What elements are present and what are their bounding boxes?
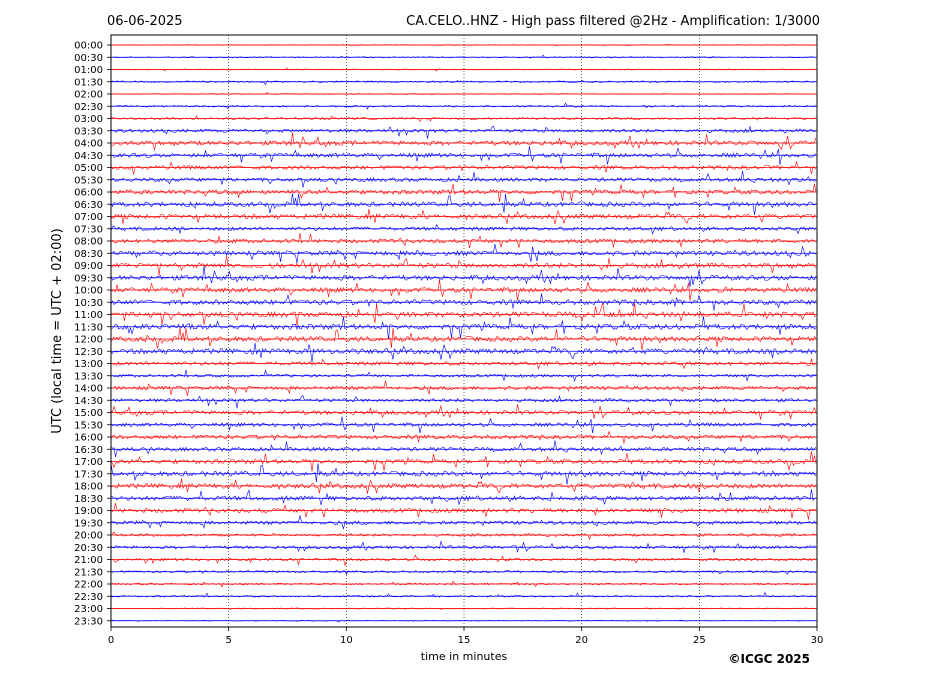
row-label: 05:00 xyxy=(74,163,103,174)
row-label: 01:30 xyxy=(74,77,103,88)
row-label: 14:30 xyxy=(74,396,103,407)
row-label: 02:00 xyxy=(74,90,103,101)
row-label: 21:30 xyxy=(74,567,103,578)
copyright-label: ©ICGC 2025 xyxy=(728,652,810,666)
time-axis: 0 5 10 15 20 25 30 xyxy=(108,627,824,646)
x-tick-label: 15 xyxy=(458,635,471,646)
row-label: 08:00 xyxy=(74,237,103,248)
row-label: 13:00 xyxy=(74,359,103,370)
row-label: 02:30 xyxy=(74,102,103,113)
row-label: 16:00 xyxy=(74,433,103,444)
row-label: 03:00 xyxy=(74,114,103,125)
row-label: 16:30 xyxy=(74,445,103,456)
row-label: 15:00 xyxy=(74,408,103,419)
trace-line xyxy=(110,541,817,554)
row-label: 19:00 xyxy=(74,506,103,517)
grid-lines xyxy=(228,35,700,627)
row-label: 10:30 xyxy=(74,298,103,309)
row-label: 10:00 xyxy=(74,286,103,297)
row-label: 21:00 xyxy=(74,555,103,566)
x-tick-label: 25 xyxy=(693,635,706,646)
row-label: 23:00 xyxy=(74,604,103,615)
row-label: 04:30 xyxy=(74,151,103,162)
row-label: 00:00 xyxy=(74,41,103,52)
row-label: 19:30 xyxy=(74,518,103,529)
row-label: 07:00 xyxy=(74,212,103,223)
trace-line xyxy=(110,515,817,530)
trace-line xyxy=(110,265,817,287)
row-label: 22:00 xyxy=(74,580,103,591)
row-label: 12:30 xyxy=(74,347,103,358)
x-tick-label: 10 xyxy=(340,635,353,646)
trace-line xyxy=(110,463,817,485)
row-label: 15:30 xyxy=(74,420,103,431)
trace-line xyxy=(110,404,817,420)
row-label: 20:30 xyxy=(74,543,103,554)
row-label: 06:00 xyxy=(74,188,103,199)
row-label: 09:30 xyxy=(74,273,103,284)
trace-line xyxy=(110,358,817,370)
plot-frame xyxy=(110,34,818,628)
row-label: 17:30 xyxy=(74,469,103,480)
trace-line xyxy=(110,531,817,540)
x-tick-label: 5 xyxy=(225,635,231,646)
trace-line xyxy=(110,224,817,235)
row-label: 11:00 xyxy=(74,310,103,321)
trace-line xyxy=(110,125,817,139)
trace-line xyxy=(110,316,817,340)
row-label: 20:00 xyxy=(74,531,103,542)
row-label: 07:30 xyxy=(74,224,103,235)
trace-line xyxy=(110,554,817,567)
row-label: 00:30 xyxy=(74,53,103,64)
row-label: 12:00 xyxy=(74,335,103,346)
x-axis-label: time in minutes xyxy=(421,650,508,663)
y-axis-label: UTC (local time = UTC + 02:00) xyxy=(50,228,65,433)
trace-line xyxy=(110,395,817,409)
x-tick-label: 20 xyxy=(575,635,588,646)
row-label: 09:00 xyxy=(74,261,103,272)
trace-line xyxy=(110,79,817,86)
x-tick-label: 30 xyxy=(811,635,824,646)
row-label: 18:30 xyxy=(74,494,103,505)
row-label: 18:00 xyxy=(74,482,103,493)
row-label: 14:00 xyxy=(74,384,103,395)
row-label: 22:30 xyxy=(74,592,103,603)
trace-line xyxy=(110,170,817,188)
trace-line xyxy=(110,503,817,520)
trace-line xyxy=(110,489,817,506)
trace-line xyxy=(110,430,817,444)
trace-line xyxy=(110,440,817,458)
row-label: 04:00 xyxy=(74,139,103,150)
trace-line xyxy=(110,132,817,151)
trace-line xyxy=(110,380,817,396)
row-label: 03:30 xyxy=(74,126,103,137)
chart-title: CA.CELO..HNZ - High pass filtered @2Hz -… xyxy=(406,14,820,29)
trace-group xyxy=(110,44,817,623)
row-label: 13:30 xyxy=(74,371,103,382)
row-label: 06:30 xyxy=(74,200,103,211)
trace-line xyxy=(110,183,817,203)
row-label: 23:30 xyxy=(74,616,103,627)
trace-line xyxy=(110,342,817,363)
trace-line xyxy=(110,146,817,165)
trace-line xyxy=(110,161,817,175)
row-label: 01:00 xyxy=(74,65,103,76)
trace-line xyxy=(110,570,816,576)
row-label: 17:00 xyxy=(74,457,103,468)
x-tick-label: 0 xyxy=(108,635,114,646)
trace-line xyxy=(110,232,817,249)
row-label: 08:30 xyxy=(74,249,103,260)
chart-date: 06-06-2025 xyxy=(107,14,183,29)
row-label: 05:30 xyxy=(74,175,103,186)
row-label: 11:30 xyxy=(74,322,103,333)
